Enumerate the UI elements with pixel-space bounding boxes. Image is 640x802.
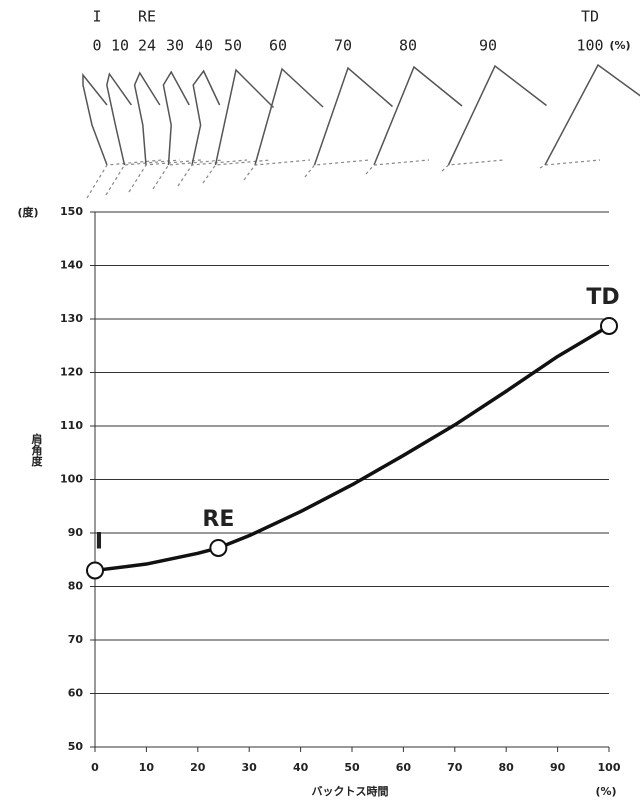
- x-tick-label: 40: [293, 761, 309, 774]
- y-tick-label: 110: [60, 419, 83, 432]
- y-tick-label: 50: [68, 740, 84, 753]
- stick-figure: [315, 68, 393, 165]
- y-tick-label: 150: [60, 205, 83, 218]
- page: (度) 肩角度 バックトス時間 (%) (%) 0 I 10 24 RE 30 40 50 60…: [0, 0, 640, 802]
- phase-marker-label: TD: [586, 285, 619, 310]
- stick-figure-dashed: [244, 160, 310, 180]
- stick-figure-dashed: [540, 160, 600, 168]
- stick-figure: [107, 74, 132, 165]
- x-tick-label: 50: [344, 761, 360, 774]
- stick-figure-dashed: [203, 160, 271, 183]
- stick-figure: [163, 72, 189, 165]
- frame-label: 50: [224, 37, 242, 55]
- stick-figure-dashed: [129, 160, 201, 192]
- phase-label: I: [92, 8, 101, 26]
- y-tick-label: 60: [68, 687, 84, 700]
- x-label: バックトス時間: [312, 784, 389, 798]
- y-unit: (度): [17, 205, 38, 219]
- y-tick-label: 80: [68, 580, 84, 593]
- stick-figure-dashed: [178, 160, 247, 186]
- stick-figure: [135, 73, 160, 165]
- frame-label: 70: [334, 37, 352, 55]
- frames-unit: (%): [609, 39, 630, 52]
- frame-label: 40: [195, 37, 213, 55]
- phase-marker-label: RE: [202, 507, 234, 532]
- frame-label: 0: [92, 37, 101, 55]
- stick-figure: [216, 70, 274, 165]
- y-tick-label: 140: [60, 259, 83, 272]
- frame-label: 80: [399, 37, 417, 55]
- frame-label: 100: [576, 37, 603, 55]
- x-unit: (%): [595, 785, 616, 798]
- frame-label: 24: [138, 37, 156, 55]
- y-tick-label: 100: [60, 473, 83, 486]
- frame-label: 10: [111, 37, 129, 55]
- frame-label: 60: [269, 37, 287, 55]
- y-label: 肩角度: [30, 432, 43, 467]
- stick-figure-dashed: [87, 160, 162, 198]
- y-tick-label: 90: [68, 526, 84, 539]
- stick-figure: [83, 75, 107, 165]
- stick-figure-dashed: [442, 160, 504, 171]
- phase-marker: [601, 318, 617, 334]
- y-tick-label: 70: [68, 633, 84, 646]
- x-tick-label: 100: [598, 761, 621, 774]
- phase-label: TD: [581, 8, 599, 26]
- phase-marker-label: I: [95, 529, 103, 554]
- data-line: [95, 326, 609, 570]
- stick-figure: [192, 71, 220, 165]
- x-tick-label: 90: [550, 761, 566, 774]
- x-tick-label: 10: [139, 761, 155, 774]
- stick-figure: [545, 65, 640, 165]
- x-tick-label: 0: [91, 761, 99, 774]
- y-tick-label: 130: [60, 312, 83, 325]
- x-tick-label: 60: [396, 761, 412, 774]
- stick-figure: [449, 66, 547, 165]
- frame-label: 90: [479, 37, 497, 55]
- y-tick-label: 120: [60, 366, 83, 379]
- chart: (度) 肩角度 バックトス時間 (%) (%) 0 I 10 24 RE 30 40 50 60…: [0, 0, 640, 802]
- stick-figure-dashed: [153, 160, 224, 189]
- x-tick-label: 30: [242, 761, 258, 774]
- stick-figure: [255, 69, 323, 165]
- phase-marker: [87, 562, 103, 578]
- x-tick-label: 80: [499, 761, 515, 774]
- x-tick-label: 70: [447, 761, 463, 774]
- phase-label: RE: [138, 8, 156, 26]
- stick-figure-dashed: [106, 160, 180, 195]
- phase-marker: [210, 540, 226, 556]
- stick-figure: [374, 67, 462, 165]
- x-tick-label: 20: [190, 761, 206, 774]
- frame-label: 30: [166, 37, 184, 55]
